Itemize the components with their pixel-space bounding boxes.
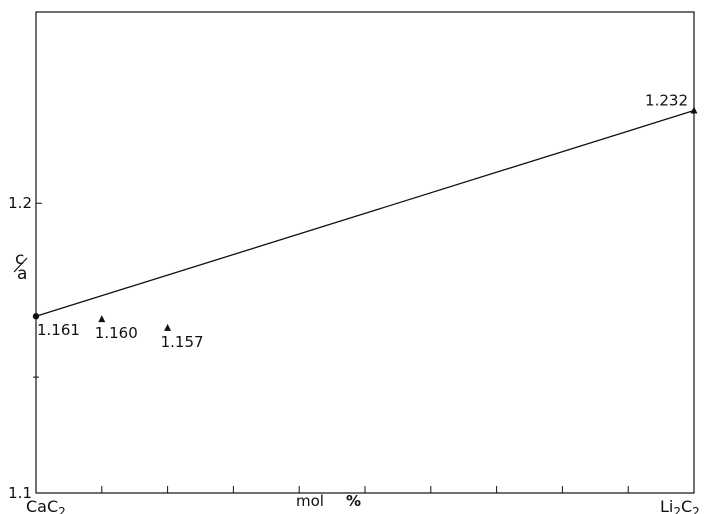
y-label-numerator: c [15, 249, 24, 269]
data-points: 1.161 1.160 1.157 1.232 [32, 92, 698, 351]
data-point [98, 315, 106, 323]
data-label: 1.157 [161, 333, 204, 351]
x-axis-label-percent: % [346, 492, 361, 510]
data-point [32, 313, 40, 320]
data-point [164, 323, 172, 331]
y-tick-label: 1.2 [8, 194, 32, 212]
x-label-right: Li2C2 [660, 497, 700, 514]
data-label: 1.161 [37, 321, 80, 339]
x-axis-label-mol: mol [296, 492, 324, 510]
x-label-left: CaC2 [26, 497, 66, 514]
data-label: 1.232 [645, 92, 688, 110]
y-label-denominator: a [17, 264, 27, 284]
trend-line [35, 109, 695, 317]
y-ticks: 1.1 1.2 [8, 194, 42, 502]
data-point [690, 106, 698, 114]
x-ticks [101, 486, 629, 493]
plot-frame [35, 11, 695, 494]
data-label: 1.160 [95, 324, 138, 342]
y-label-slash [13, 257, 28, 273]
y-tick-label: 1.1 [8, 484, 32, 502]
